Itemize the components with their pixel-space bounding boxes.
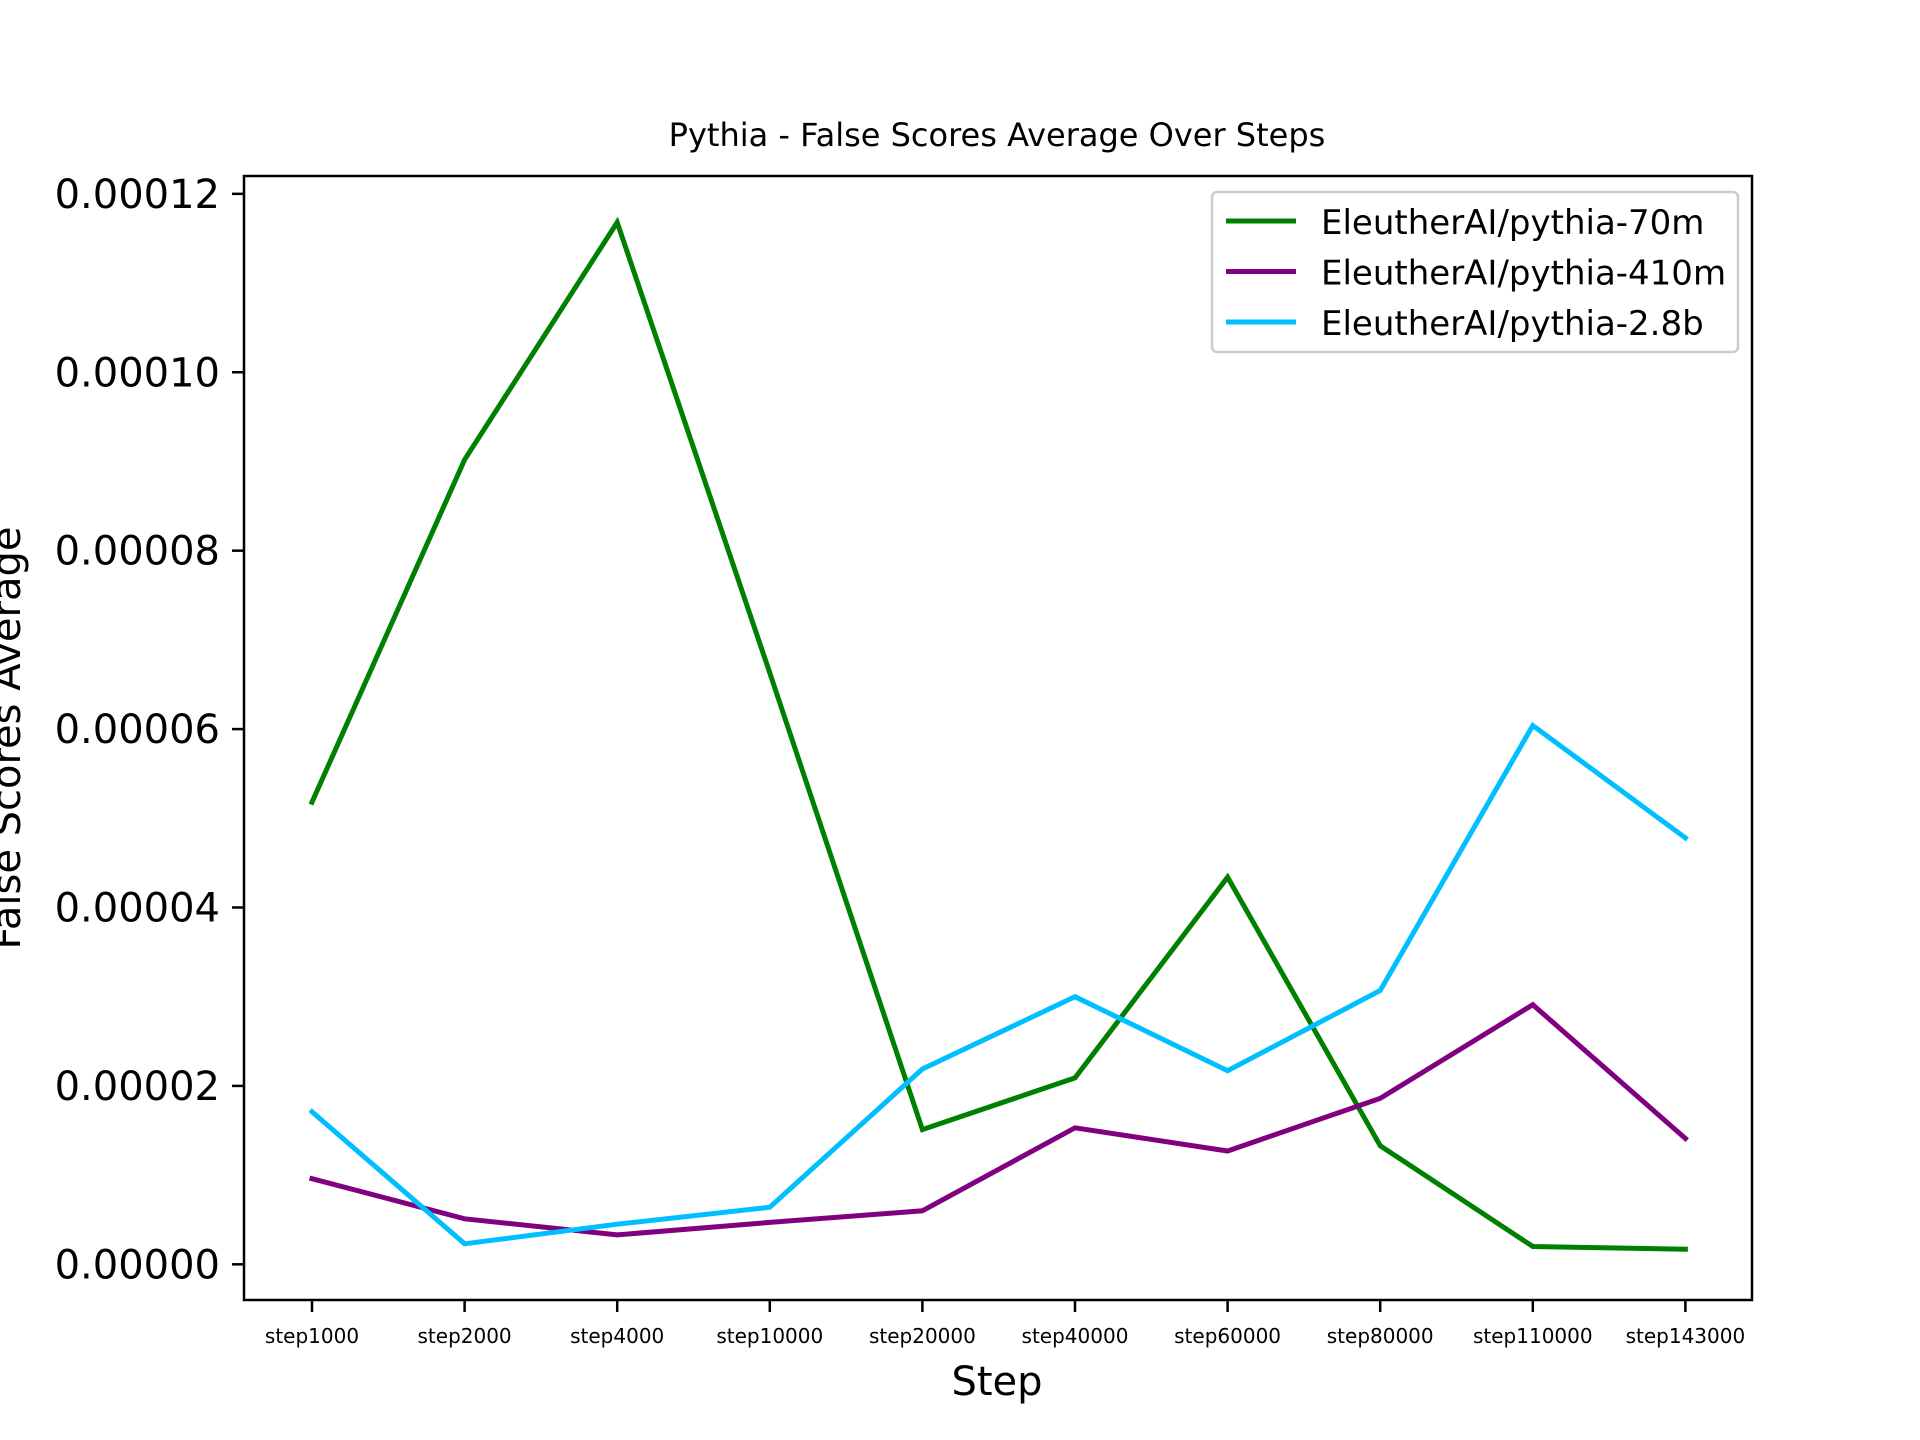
x-tick-label: step80000 [1327, 1324, 1434, 1348]
ticks-layer: 0.00000 0.00002 0.00004 0.00006 0.00008 0.000… [55, 172, 1746, 1348]
series-layer [308, 216, 1689, 1252]
plot-frame [242, 174, 1754, 1302]
x-tick-label: step20000 [869, 1324, 976, 1348]
x-tick-label: step60000 [1174, 1324, 1281, 1348]
legend-label-2: EleutherAI/pythia-2.8b [1321, 304, 1704, 344]
y-tick-label: 0.00000 [55, 1242, 220, 1288]
y-tick-label: 0.00006 [55, 707, 220, 753]
legend: EleutherAI/pythia-70m EleutherAI/pythia-4… [1210, 190, 1740, 354]
x-tick-label: step4000 [570, 1324, 664, 1348]
x-tick-label: step40000 [1022, 1324, 1129, 1348]
series-line-1 [308, 1001, 1689, 1238]
x-tick-label: step10000 [716, 1324, 823, 1348]
y-tick-label: 0.00004 [55, 885, 220, 931]
x-tick-label: step143000 [1626, 1324, 1746, 1348]
x-tick-label: step1000 [265, 1324, 359, 1348]
series-line-0 [308, 216, 1688, 1252]
y-axis-label: False Scores Average [0, 527, 30, 950]
x-tick-label: step110000 [1473, 1324, 1593, 1348]
legend-label-0: EleutherAI/pythia-70m [1321, 203, 1704, 243]
x-axis-label: Step [951, 1359, 1042, 1405]
y-tick-label: 0.00008 [55, 529, 220, 575]
y-tick-label: 0.00010 [55, 350, 220, 396]
legend-box [1210, 190, 1740, 354]
x-tick-label: step2000 [418, 1324, 512, 1348]
chart-title: Pythia - False Scores Average Over Steps [669, 116, 1326, 154]
series-line-2 [308, 721, 1689, 1247]
y-tick-label: 0.00002 [55, 1064, 220, 1110]
legend-label-1: EleutherAI/pythia-410m [1321, 254, 1726, 294]
y-tick-label: 0.00012 [55, 172, 220, 218]
